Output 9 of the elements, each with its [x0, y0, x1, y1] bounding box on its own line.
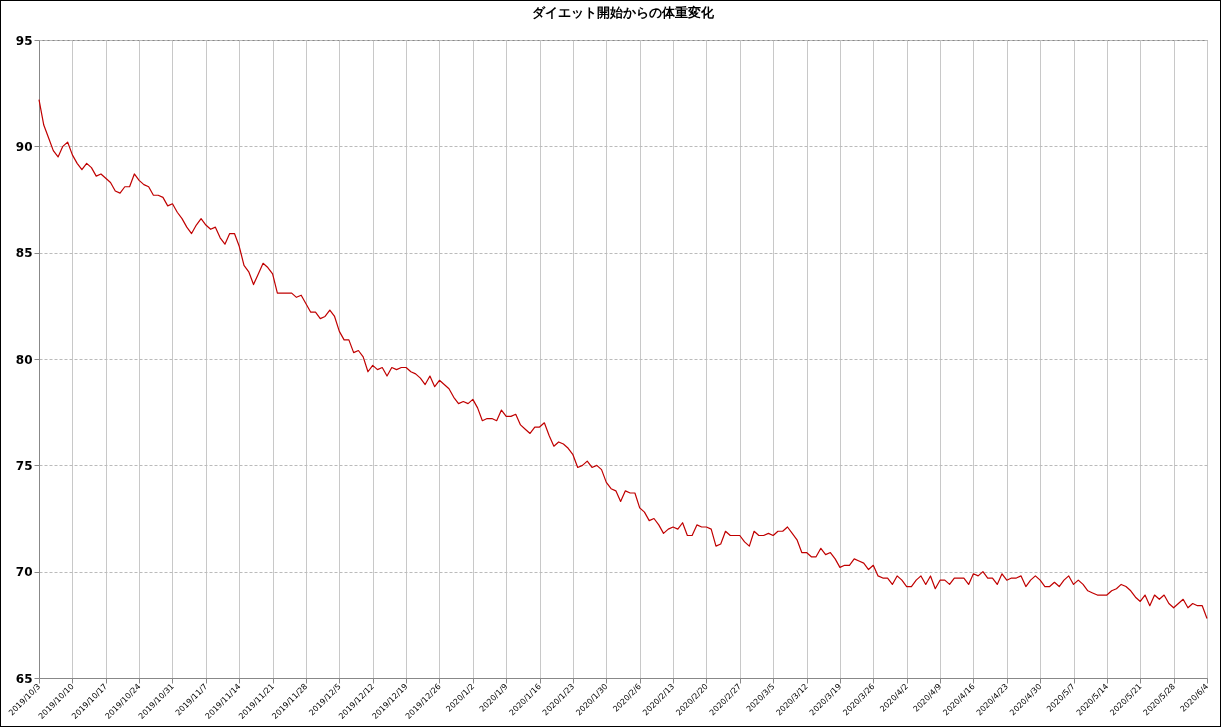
y-tick-label: 80 [15, 352, 33, 367]
y-tick-label: 70 [15, 565, 33, 580]
y-tick-label: 65 [15, 671, 33, 686]
chart-title: ダイエット開始からの体重変化 [532, 5, 715, 20]
y-tick-label: 85 [15, 246, 33, 261]
line-series [38, 98, 1208, 620]
y-tick-label: 90 [15, 139, 33, 154]
y-tick-label: 75 [15, 458, 33, 473]
y-tick-label: 95 [15, 33, 33, 48]
